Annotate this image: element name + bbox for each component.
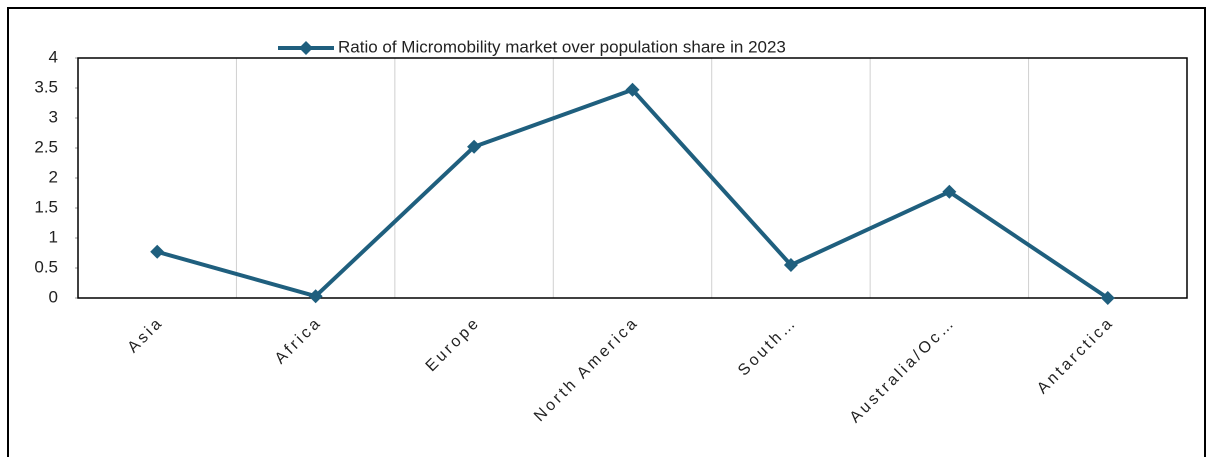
y-tick-label: 1.5 [34,197,58,216]
y-tick-label: 2 [49,167,58,186]
y-tick-label: 2.5 [34,137,58,156]
x-tick-label: North America [531,314,642,425]
x-tick-label: Africa [272,314,326,368]
point-marker [942,184,957,199]
x-tick-label: Australia/Oc… [847,314,960,427]
x-tick-label: South… [735,314,801,380]
x-tick-label: Antarctica [1034,314,1118,398]
plot-border [77,57,1188,299]
y-tick-label: 3 [49,107,58,126]
x-tick-label: Europe [423,314,484,375]
point-marker [625,82,640,97]
legend-label: Ratio of Micromobility market over popul… [338,37,786,56]
y-tick-label: 4 [49,47,58,66]
series-line [156,87,1109,300]
point-marker [308,289,323,304]
point-marker [467,139,482,154]
y-tick-label: 3.5 [34,77,58,96]
point-marker [783,258,798,272]
frame [7,7,1206,457]
legend-marker [299,41,313,55]
y-tick-label: 0.5 [34,257,58,276]
x-tick-label: Asia [125,314,168,357]
point-marker [150,244,165,259]
y-tick-label: 0 [49,287,58,306]
point-marker [1100,291,1115,305]
y-tick-label: 1 [49,227,58,246]
